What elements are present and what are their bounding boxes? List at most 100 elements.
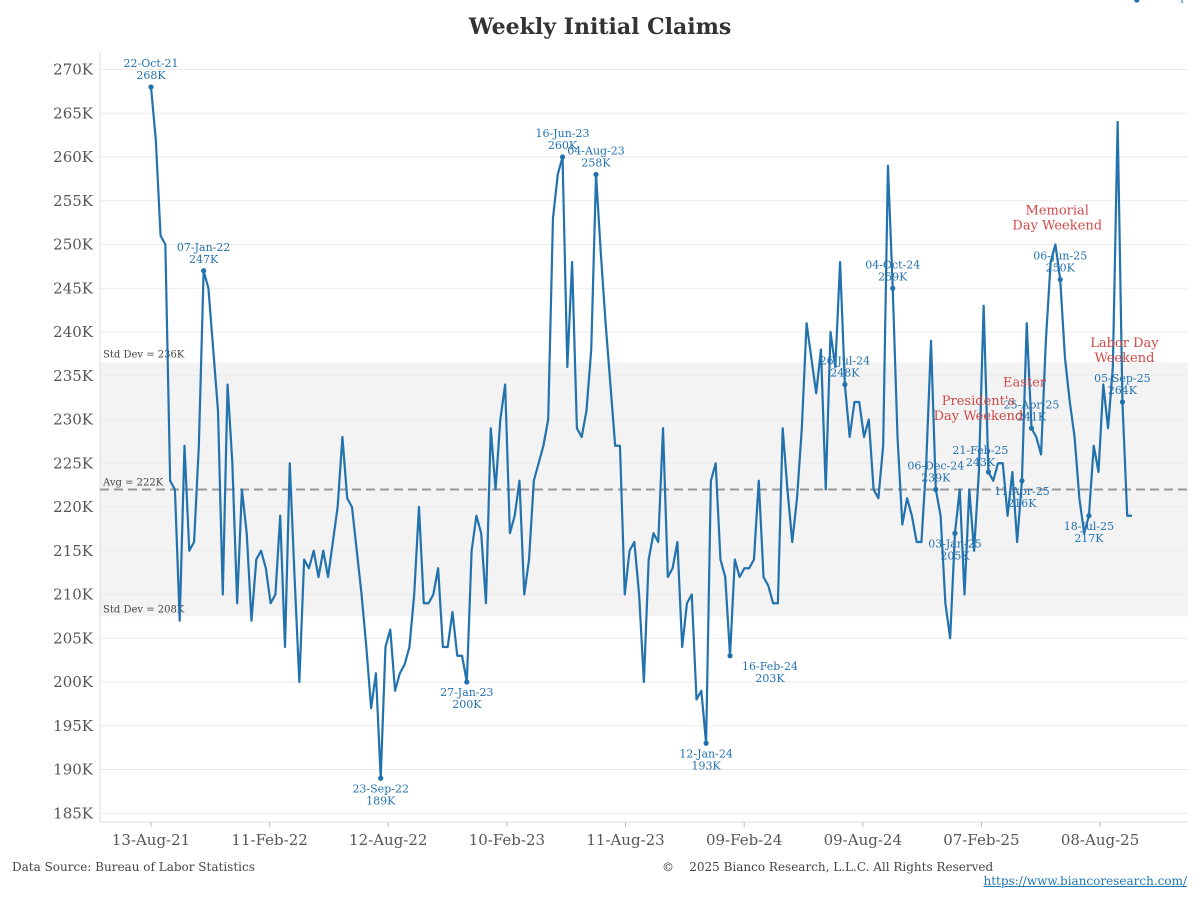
x-axis: 13-Aug-21 11-Feb-22 12-Aug-22 10-Feb-23 11-A… [112,822,1139,849]
x-tick-label: 11-Feb-22 [231,831,307,849]
y-tick-label: 245K [53,279,94,297]
annotation-date: 04-Oct-24 [865,258,920,271]
data-point-marker [1119,399,1126,405]
annotation-date: 23-Sep-22 [352,782,409,795]
data-point-marker [842,381,848,388]
x-tick-label: 09-Feb-24 [706,831,782,849]
y-tick-label: 220K [53,498,94,516]
y-tick-label: 215K [53,542,94,560]
annotation-value: 189K [366,794,396,807]
y-tick-label: 205K [53,629,94,647]
y-tick-label: 190K [53,761,94,779]
data-point-marker [464,679,470,685]
annotation-date: 18-Jul-25 [1064,520,1114,533]
annotation-date: 27-Jan-23 [440,686,493,699]
data-point-marker [985,469,992,475]
event-label: President's [942,394,1015,409]
marker-points [148,0,1140,781]
event-label: Day Weekend [1012,219,1102,234]
data-point-marker [1057,276,1063,283]
reference-lines: Avg = 222K Std Dev = 236K Std Dev = 208K [100,350,1188,615]
y-tick-label: 195K [53,717,94,735]
annotation-date: 04-Aug-23 [567,145,625,158]
y-tick-label: 225K [53,454,94,472]
annotation-date: 06-Jun-25 [1033,250,1087,263]
annotation-value: 264K [1108,384,1138,397]
event-label: Labor Day [1090,336,1159,351]
data-point-marker [378,775,384,781]
y-tick-label: 240K [53,323,94,341]
x-tick-label: 08-Aug-25 [1061,831,1139,849]
annotation-value: 203K [755,672,785,685]
annotation-value: 243K [966,456,996,469]
x-tick-label: 10-Feb-23 [469,831,545,849]
annotation-value: 200K [452,698,482,711]
annotation-value: 241K [1017,410,1047,423]
annotation-value: 259K [878,270,908,283]
data-point-marker [1019,478,1025,484]
annotation-date: 12-Jan-24 [679,747,732,760]
copyright: © 2025 Bianco Research, L.L.C. All Right… [662,860,994,874]
y-tick-label: 265K [53,104,94,122]
annotation-value: 205K [940,549,970,562]
annotation-value: 248K [830,367,860,380]
data-source: Data Source: Bureau of Labor Statistics [12,860,255,874]
annotation-date: 03-Jan-25 [928,537,981,550]
y-tick-label: 200K [53,673,94,691]
data-point-marker [593,171,599,178]
website-link[interactable]: https://www.biancoresearch.com/ [983,874,1187,888]
annotation-value: 258K [581,157,611,170]
data-point-marker [1086,513,1092,519]
y-tick-label: 255K [53,192,94,210]
annotation-value: 268K [136,69,166,82]
annotation-date: 16-Jun-23 [536,127,590,140]
annotation-date: 26-Sep-25 [1149,0,1200,3]
data-point-marker [890,285,896,291]
data-point-marker [703,740,709,746]
annotation-value: 219K [1162,0,1192,3]
series-line [149,86,1132,780]
y-tick-label: 250K [53,236,94,254]
annotation-date: 16-Feb-24 [742,660,798,673]
annotation-date: 22-Oct-21 [123,57,178,70]
annotation-date: 21-Feb-25 [952,444,1008,457]
event-label: Memorial [1025,204,1088,219]
annotation-value: 217K [1074,532,1104,545]
annotation-value: 250K [1046,262,1076,275]
data-point-marker [1134,0,1140,3]
avg-label: Avg = 222K [102,478,164,489]
data-point-marker [201,268,207,274]
data-point-marker [1028,425,1035,431]
y-tick-label: 260K [53,148,94,166]
annotation-value: 216K [1007,497,1037,510]
y-tick-label: 270K [53,61,94,79]
data-point-marker [952,530,958,536]
data-point-marker [727,653,733,659]
event-label: Weekend [1094,351,1154,366]
std-upper-label: Std Dev = 236K [103,350,185,361]
x-tick-label: 13-Aug-21 [112,831,190,849]
y-axis: 185K 190K 195K 200K 205K 210K 215K 220K 225K 230K… [53,61,94,823]
annotation-value: 239K [921,472,951,485]
x-tick-label: 07-Feb-25 [943,831,1019,849]
x-tick-label: 11-Aug-23 [586,831,664,849]
annotation-date: 05-Sep-25 [1094,372,1151,385]
event-label: Easter [1003,375,1047,390]
x-tick-label: 09-Aug-24 [824,831,902,849]
y-tick-label: 230K [53,411,94,429]
annotation-value: 260K [548,139,578,152]
annotation-date: 06-Dec-24 [907,460,964,473]
y-tick-label: 210K [53,586,94,604]
y-tick-label: 235K [53,367,94,385]
annotation-date: 11-Apr-25 [994,485,1050,498]
y-tick-label: 185K [53,804,94,822]
annotation-value: 247K [189,253,219,266]
data-point-marker [148,84,154,90]
data-point-marker [933,486,939,493]
event-label: Day Weekend [934,409,1024,424]
chart-title: Weekly Initial Claims [468,14,732,40]
std-lower-label: Std Dev = 208K [103,604,185,615]
